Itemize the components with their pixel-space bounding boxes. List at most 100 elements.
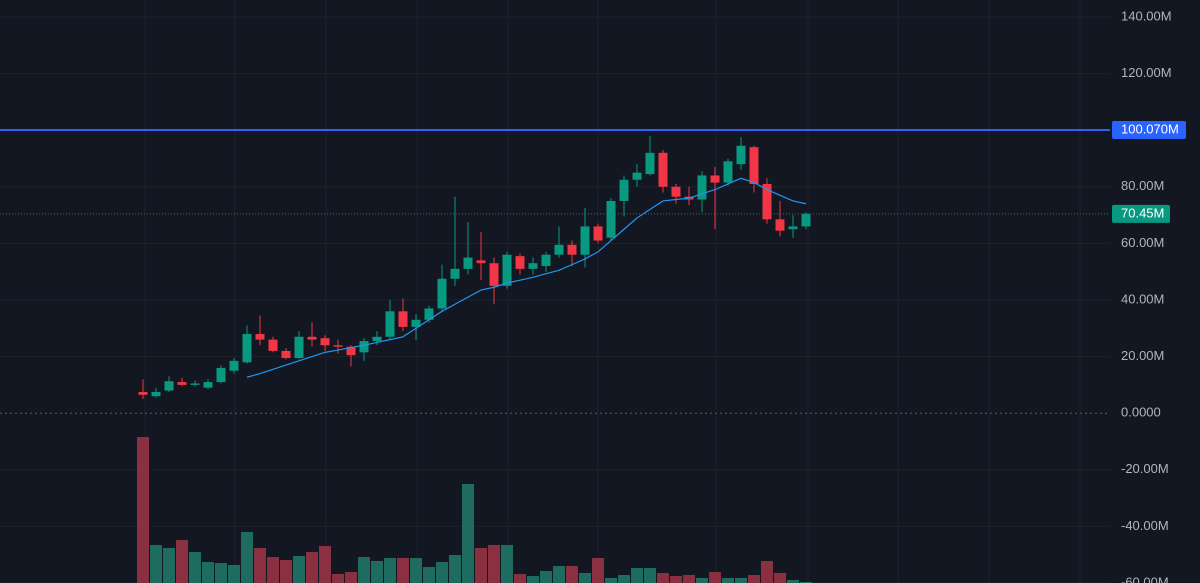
candle-body: [658, 152, 668, 187]
volume-bar: [254, 548, 266, 583]
volume-bar: [475, 548, 487, 583]
volume-bar: [241, 532, 253, 583]
candle-body: [801, 213, 811, 227]
y-tick-label: 0.0000: [1121, 405, 1161, 420]
candle-body: [203, 382, 213, 388]
volume-bar: [644, 568, 656, 583]
candle-body: [294, 336, 304, 359]
candle-body: [268, 339, 278, 351]
candle-body: [476, 260, 486, 264]
volume-bar: [371, 561, 383, 583]
volume-bar: [657, 573, 669, 583]
candle-body: [177, 382, 187, 385]
candle-body: [424, 308, 434, 320]
candle-body: [502, 254, 512, 286]
volume-bar: [267, 557, 279, 583]
candle-body: [359, 341, 369, 353]
volume-bar: [397, 558, 409, 583]
candle-body: [242, 333, 252, 363]
y-tick-label: 60.00M: [1121, 235, 1164, 250]
volume-bar: [293, 556, 305, 583]
volume-bar: [553, 566, 565, 583]
volume-bar: [592, 558, 604, 583]
volume-bar: [332, 574, 344, 583]
volume-bar: [488, 545, 500, 583]
candle-body: [619, 179, 629, 201]
volume-bar: [527, 576, 539, 583]
candle-body: [541, 254, 551, 267]
last-price-box: [1112, 204, 1170, 223]
candle-body: [580, 226, 590, 255]
candle-body: [385, 311, 395, 337]
volume-bar: [410, 558, 422, 583]
candle-body: [190, 383, 200, 385]
candle-body: [632, 172, 642, 180]
volume-bar: [228, 565, 240, 583]
y-tick-label: 80.00M: [1121, 178, 1164, 193]
candle-body: [528, 263, 538, 269]
volume-bar: [748, 575, 760, 583]
y-tick-label: -20.00M: [1121, 461, 1169, 476]
volume-bar: [319, 546, 331, 583]
y-tick-label: -60.00M: [1121, 574, 1169, 583]
candle-body: [710, 175, 720, 183]
volume-bar: [696, 578, 708, 583]
candle-body: [723, 161, 733, 183]
candle-body: [645, 152, 655, 175]
candle-body: [307, 336, 317, 340]
volume-bar: [735, 578, 747, 583]
volume-bar: [787, 580, 799, 583]
candle-body: [489, 263, 499, 286]
candle-body: [411, 319, 421, 327]
volume-bar: [436, 562, 448, 583]
candle-body: [216, 367, 226, 383]
candle-body: [164, 381, 174, 391]
candle-body: [554, 244, 564, 255]
candle-body: [450, 268, 460, 279]
candle-body: [749, 147, 759, 184]
y-tick-label: -40.00M: [1121, 518, 1169, 533]
y-tick-label: 40.00M: [1121, 291, 1164, 306]
volume-bar: [709, 572, 721, 583]
y-tick-label: 140.00M: [1121, 8, 1172, 23]
moving-average: [246, 177, 807, 378]
candle-body: [463, 257, 473, 269]
vertical-grid: [144, 0, 1081, 583]
y-tick-label: 120.00M: [1121, 65, 1172, 80]
volume-bar: [722, 578, 734, 583]
volume-bar: [462, 484, 474, 583]
candle-body: [229, 360, 239, 371]
volume-bar: [345, 572, 357, 583]
price-line-box: [1112, 120, 1186, 139]
volume-bar: [683, 575, 695, 583]
volume-bar: [215, 563, 227, 583]
volume-bar: [761, 561, 773, 583]
volume-bar: [670, 576, 682, 583]
candle-body: [788, 226, 798, 230]
candle-body: [736, 145, 746, 165]
candle-body: [138, 391, 148, 395]
candle-body: [671, 186, 681, 197]
volume-bar: [774, 573, 786, 583]
volume-bar: [150, 545, 162, 583]
candle-body: [346, 346, 356, 356]
candle-body: [567, 244, 577, 255]
volume-bar: [501, 545, 513, 583]
last-price-label: 70.45M: [1121, 205, 1164, 220]
candle-body: [762, 183, 772, 220]
volume-bar: [618, 575, 630, 583]
volume-bar: [631, 568, 643, 583]
candle-body: [281, 350, 291, 359]
candle-body: [372, 336, 382, 342]
volume-bar: [202, 562, 214, 583]
candle-body: [151, 391, 161, 397]
candle-body: [320, 338, 330, 346]
volume-bar: [306, 552, 318, 583]
candle-body: [606, 200, 616, 238]
candle-body: [255, 333, 265, 340]
candle-body: [515, 256, 525, 269]
volume-bar: [280, 560, 292, 583]
candle-body: [593, 226, 603, 241]
volume-bar: [137, 437, 149, 583]
